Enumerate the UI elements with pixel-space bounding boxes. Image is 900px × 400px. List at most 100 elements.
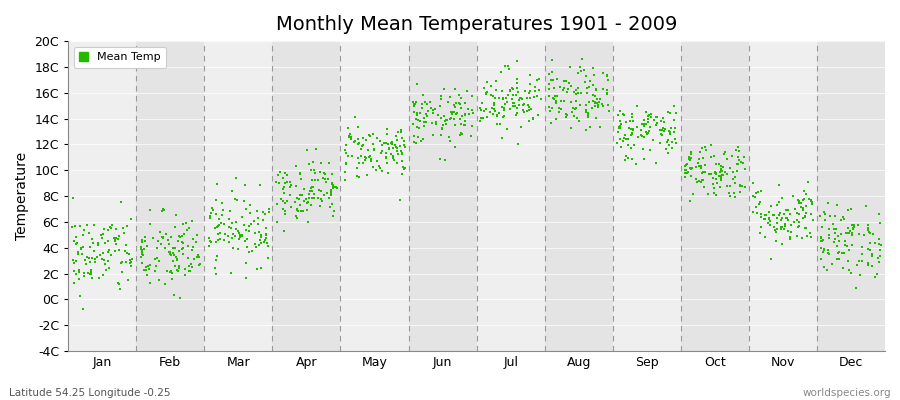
Point	[860, 225, 875, 231]
Point	[415, 100, 429, 107]
Point	[293, 170, 308, 177]
Point	[590, 102, 605, 108]
Point	[142, 262, 157, 268]
Point	[580, 85, 594, 91]
Point	[750, 209, 764, 216]
Point	[474, 107, 489, 113]
Point	[235, 213, 249, 220]
Point	[488, 108, 502, 114]
Point	[277, 228, 292, 234]
Point	[542, 71, 556, 78]
Point	[72, 267, 86, 274]
Point	[655, 125, 670, 131]
Point	[252, 228, 266, 235]
Point	[211, 231, 225, 237]
Point	[707, 190, 722, 196]
Point	[143, 221, 157, 228]
Point	[754, 188, 769, 194]
Point	[112, 286, 127, 292]
Point	[692, 177, 706, 184]
Point	[68, 271, 83, 277]
Point	[479, 90, 493, 96]
Point	[636, 121, 651, 127]
Point	[183, 268, 197, 274]
Point	[745, 193, 760, 200]
Point	[385, 155, 400, 161]
Point	[792, 198, 806, 204]
Point	[489, 87, 503, 94]
Point	[714, 167, 728, 173]
Point	[182, 263, 196, 269]
Point	[293, 202, 308, 208]
Point	[237, 198, 251, 204]
Point	[583, 78, 598, 84]
Point	[798, 213, 813, 219]
Point	[156, 234, 170, 240]
Point	[254, 232, 268, 238]
Point	[413, 138, 428, 144]
Point	[678, 174, 692, 180]
Point	[393, 148, 408, 154]
Point	[639, 121, 653, 127]
Point	[440, 99, 454, 105]
Point	[221, 224, 236, 230]
Point	[374, 138, 388, 144]
Point	[709, 170, 724, 176]
Point	[248, 243, 263, 250]
Point	[725, 176, 740, 182]
Point	[163, 268, 177, 275]
Point	[434, 131, 448, 138]
Point	[436, 86, 451, 92]
Point	[229, 219, 243, 225]
Point	[114, 260, 129, 266]
Point	[767, 212, 781, 218]
Point	[660, 139, 674, 145]
Point	[211, 236, 225, 243]
Point	[94, 235, 109, 242]
Point	[770, 226, 785, 232]
Point	[532, 87, 546, 94]
Point	[637, 120, 652, 127]
Point	[714, 175, 728, 181]
Point	[669, 110, 683, 116]
Point	[272, 180, 286, 186]
Point	[836, 250, 850, 256]
Point	[838, 242, 852, 248]
Point	[390, 147, 404, 154]
Point	[708, 170, 723, 176]
Point	[717, 151, 732, 158]
Point	[658, 146, 672, 152]
Point	[706, 152, 721, 159]
Point	[397, 142, 411, 148]
Point	[569, 105, 583, 112]
Point	[772, 209, 787, 216]
Point	[772, 182, 787, 188]
Point	[600, 87, 615, 94]
Point	[846, 226, 860, 232]
Point	[473, 118, 488, 124]
Point	[509, 76, 524, 82]
Point	[434, 93, 448, 100]
Point	[803, 230, 817, 237]
Point	[644, 111, 658, 117]
Point	[669, 140, 683, 147]
Point	[323, 192, 338, 198]
Point	[239, 236, 254, 242]
Point	[82, 230, 96, 236]
Point	[338, 146, 353, 153]
Point	[588, 100, 602, 106]
Point	[777, 211, 791, 218]
Point	[83, 259, 97, 266]
Point	[620, 154, 634, 161]
Point	[192, 262, 206, 268]
Point	[256, 238, 271, 245]
Point	[176, 239, 190, 245]
Point	[852, 272, 867, 278]
Point	[555, 87, 570, 93]
Point	[94, 256, 109, 262]
Point	[586, 92, 600, 98]
Point	[356, 134, 371, 141]
Point	[300, 147, 314, 153]
Point	[749, 204, 763, 211]
Point	[509, 80, 524, 86]
